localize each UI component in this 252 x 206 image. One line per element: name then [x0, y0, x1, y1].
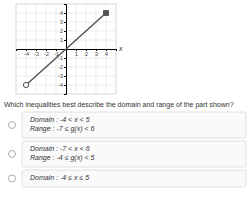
x-tick: 2 [85, 49, 89, 57]
option[interactable]: Domain : -4 < x < 5 Range : -7 ≤ g(x) < 6 [9, 112, 247, 138]
question: Which inequalities best describe the dom… [4, 101, 234, 109]
line [26, 13, 106, 85]
y-tick-label: 3 [60, 19, 64, 25]
option[interactable]: Domain : -4 ≤ x ≤ 5 [9, 170, 247, 187]
y-tick: 1 [60, 37, 66, 43]
y-tick-label: 1 [60, 37, 64, 43]
x-axis-label: x [118, 45, 123, 52]
closed-endpoint [104, 11, 109, 16]
x-tick: -4 [24, 49, 30, 57]
x-tick: -3 [34, 49, 40, 57]
radio-button[interactable] [9, 122, 16, 129]
y-tick-mark [64, 67, 66, 68]
y-tick: -4 [58, 82, 66, 88]
y-tick-label: -4 [58, 82, 64, 88]
open-endpoint [23, 82, 28, 87]
y-tick-mark [64, 40, 66, 41]
option-box[interactable] [22, 141, 246, 167]
y-tick-mark [64, 58, 66, 59]
option-text: Domain : -4 < x < 5 [30, 116, 90, 123]
question-line: Which inequalities best describe the dom… [4, 101, 234, 109]
x-tick: 3 [95, 49, 99, 57]
option-text: Domain : -7 < x < 6 [30, 145, 90, 152]
x-tick: 4 [105, 49, 109, 57]
y-tick-label: -2 [58, 64, 64, 70]
y-tick: -2 [58, 64, 66, 70]
x-tick: -2 [44, 49, 50, 57]
y-tick-mark [64, 22, 66, 23]
plot-frame [16, 4, 116, 94]
option-box[interactable] [22, 170, 246, 187]
y-tick-mark [64, 76, 66, 77]
option-text: Domain : -4 ≤ x ≤ 5 [30, 174, 89, 181]
option-box[interactable] [22, 112, 246, 138]
radio-button[interactable] [9, 175, 16, 182]
x-tick-label: 3 [95, 51, 99, 57]
x-tick-label: 4 [105, 51, 109, 57]
grid [16, 4, 116, 94]
y-tick: -3 [58, 73, 66, 79]
x-tick-label: 2 [85, 51, 89, 57]
y-tick-mark [64, 85, 66, 86]
y-tick-mark [64, 13, 66, 14]
y-tick: 4 [60, 10, 66, 16]
y-tick-mark [64, 31, 66, 32]
option[interactable]: Domain : -7 < x < 6 Range : -4 ≤ g(x) < 5 [9, 141, 247, 167]
y-tick-label: 2 [60, 28, 64, 34]
y-tick-label: 4 [60, 10, 64, 16]
chart: -4-3-2-11234-4-3-2-11234xWhich inequalit… [0, 0, 252, 206]
x-tick-label: -4 [24, 51, 30, 57]
y-tick: 3 [60, 19, 66, 25]
x-tick-label: -2 [44, 51, 50, 57]
plot-area [23, 11, 108, 88]
option-text: Range : -7 ≤ g(x) < 6 [30, 125, 94, 133]
x-tick: 1 [75, 49, 79, 57]
x-tick-label: 1 [75, 51, 79, 57]
option-text: Range : -4 ≤ g(x) < 5 [30, 154, 94, 162]
y-tick: 2 [60, 28, 66, 34]
radio-button[interactable] [9, 151, 16, 158]
y-tick-label: -3 [58, 73, 64, 79]
x-tick-label: -3 [34, 51, 40, 57]
